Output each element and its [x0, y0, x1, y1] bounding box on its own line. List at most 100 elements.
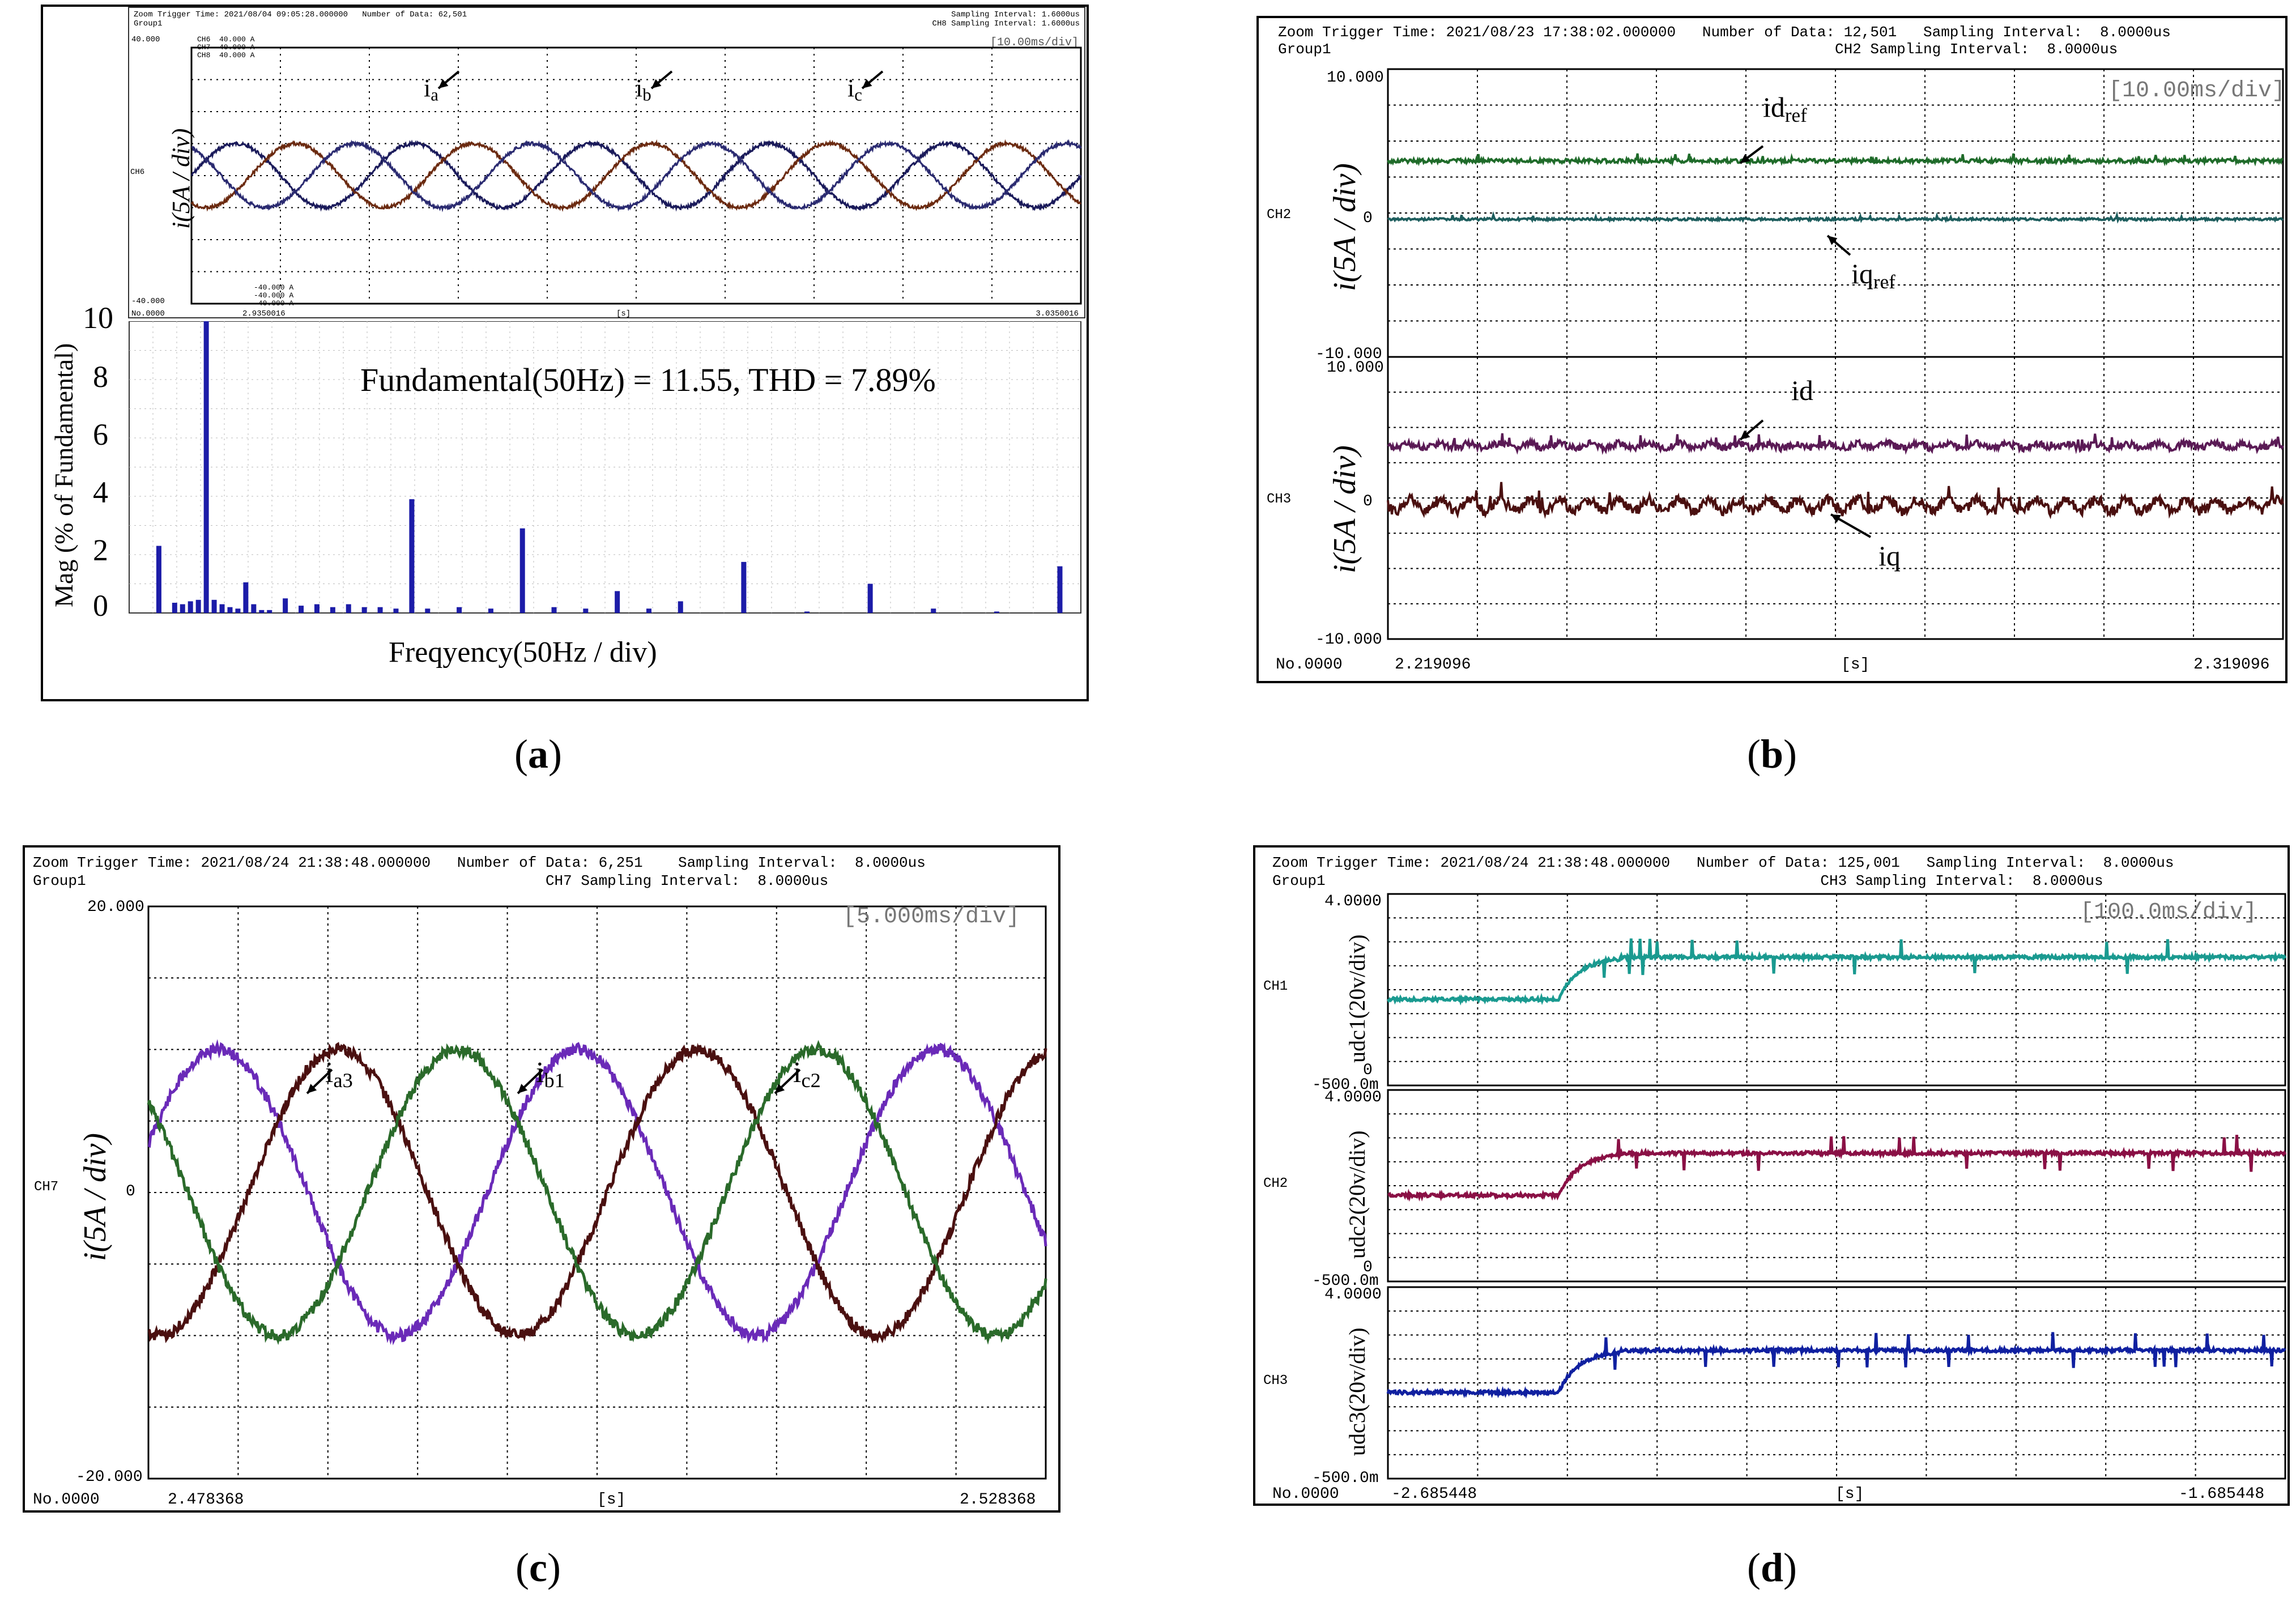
panel-b-arrow-id-head: [1740, 430, 1750, 440]
panel-a-fft-bar: [259, 610, 265, 613]
panel-c-zero: 0: [126, 1183, 135, 1200]
panel-a-label-ia-sub: a: [431, 85, 438, 105]
panel-a-arrow-ia-head: [438, 79, 449, 88]
panel-a-fft-bar: [156, 546, 161, 613]
panel-c-arrow-a3-head: [307, 1084, 317, 1093]
panel-a-fft-bar: [457, 607, 462, 613]
panel-a-header-line2: Group1: [134, 19, 163, 28]
panel-a-fft-bar: [211, 599, 217, 613]
caption-a-letter: a: [528, 731, 548, 777]
panel-a-fft-ylabel: Mag (% of Fundamental): [49, 343, 78, 607]
panel-b-top-ymax: 10.000: [1327, 69, 1384, 87]
panel-c-ch: CH7: [34, 1179, 59, 1195]
panel-b-svg: [1387, 68, 2284, 640]
panel-a-ymax: 40.000: [131, 35, 160, 44]
panel-b-top-ymin: -10.000: [1315, 346, 1382, 363]
panel-c-label-b1: ib1: [536, 1056, 565, 1092]
panel-a-trace-ic: [191, 139, 1082, 212]
panel-b-timebase: [10.00ms/div]: [2108, 78, 2286, 104]
panel-a-ymin: -40.000: [131, 297, 165, 306]
panel-a-ytick-8: 8: [93, 360, 108, 394]
panel-a-fft-bar: [583, 608, 589, 613]
panel-a-sampling2: CH8 Sampling Interval: 1.6000us: [932, 19, 1080, 28]
panel-b-x-start: 2.219096: [1395, 656, 1471, 674]
panel-a-label-ic-sub: c: [854, 85, 862, 105]
panel-d-ymin-2: -500.0m: [1312, 1272, 1379, 1290]
panel-a-ytick-4: 4: [93, 475, 108, 509]
panel-c-svg: [147, 905, 1047, 1480]
panel-c-header-line2: Group1 CH7 Sampling Interval: 8.0000us: [33, 872, 829, 889]
panel-a-label-ib-i: i: [636, 74, 643, 102]
panel-a-fft-bar: [488, 608, 493, 613]
panel-a-fft-bar: [251, 604, 257, 613]
panel-d-ymax-1: 4.0000: [1324, 893, 1382, 910]
panel-a-no: No.0000: [131, 309, 165, 318]
panel-d-no: No.0000: [1272, 1485, 1339, 1503]
panel-b-label-idref: idref: [1763, 91, 1807, 127]
panel-a-fft-bar: [361, 607, 367, 613]
panel-c-timebase: [5.000ms/div]: [843, 904, 1020, 930]
panel-a-fft-bar: [346, 604, 351, 613]
panel-d-svg: [1386, 893, 2287, 1480]
panel-d-ch2: CH2: [1263, 1176, 1288, 1191]
panel-b-x-unit: [s]: [1841, 656, 1870, 674]
panel-b-bot-zero: 0: [1363, 493, 1373, 510]
panel-d-ch3: CH3: [1263, 1373, 1288, 1389]
panel-a-ytick-2: 2: [93, 533, 108, 567]
panel-d: Zoom Trigger Time: 2021/08/24 21:38:48.0…: [1253, 845, 2290, 1506]
panel-c-label-a3-sub: a3: [333, 1069, 353, 1092]
panel-b-bot-ymax: 10.000: [1327, 359, 1384, 377]
panel-b-top-zero: 0: [1363, 210, 1373, 227]
panel-a-x-end: 3.0350016: [1036, 309, 1079, 318]
panel-c-trace-ib1: [148, 1042, 1047, 1344]
panel-a-fft-bar: [219, 604, 225, 613]
panel-d-trace-udc2: [1387, 1135, 2287, 1202]
panel-a-fft-xlabel: Freqyency(50Hz / div): [389, 636, 657, 668]
panel-b-trace-idref: [1387, 153, 2284, 167]
panel-a-ytick-6: 6: [93, 418, 108, 452]
panel-b-label-iqref-main: iq: [1851, 258, 1873, 289]
panel-a-ch8-top: CH8 40.000 A: [197, 51, 255, 59]
panel-c-label-b1-i: i: [536, 1057, 544, 1089]
panel-d-x-unit: [s]: [1835, 1485, 1864, 1503]
panel-c-header-line1: Zoom Trigger Time: 2021/08/24 21:38:48.0…: [33, 854, 926, 871]
panel-a-fft-bar: [243, 582, 249, 613]
panel-a-ch7-bot: -40.000 A: [254, 291, 294, 300]
panel-d-header-line1: Zoom Trigger Time: 2021/08/24 21:38:48.0…: [1272, 854, 2174, 871]
panel-b-label-iq: iq: [1878, 540, 1901, 572]
panel-b-bot-ymin: -10.000: [1315, 631, 1382, 649]
panel-b-label-iqref: iqref: [1851, 257, 1895, 293]
panel-a-fft-bar: [195, 599, 201, 613]
panel-c-no: No.0000: [33, 1491, 100, 1509]
panel-c-x-end: 2.528368: [960, 1491, 1036, 1509]
panel-b-arrow-iqref-head: [1828, 236, 1838, 245]
panel-a-sampling1: Sampling Interval: 1.6000us: [951, 10, 1080, 19]
panel-a-trace-ia: [191, 139, 1082, 212]
panel-b-header-line2: Group1 CH2 Sampling Interval: 8.0000us: [1278, 41, 2118, 58]
panel-a-x-start: 2.9350016: [242, 309, 286, 318]
panel-a: Zoom Trigger Time: 2021/08/04 09:05:28.0…: [41, 5, 1089, 701]
panel-a-fft-bar: [804, 611, 810, 613]
panel-a-fft-bar: [330, 607, 335, 613]
panel-c-arrow-c2-head: [775, 1084, 785, 1093]
panel-a-ch-label: CH6: [130, 168, 145, 177]
panel-c-ymax: 20.000: [87, 898, 144, 916]
panel-a-fft-bar: [409, 499, 415, 613]
caption-c: (c): [516, 1545, 561, 1590]
panel-b-trace-iq: [1387, 482, 2284, 519]
panel-b-arrow-idref-head: [1740, 154, 1750, 163]
panel-c-arrow-b1-head: [518, 1084, 528, 1093]
caption-b-letter: b: [1760, 731, 1784, 777]
panel-a-fft-bar: [994, 611, 999, 613]
panel-b-label-idref-sub: ref: [1784, 104, 1807, 126]
panel-a-x-unit: [s]: [616, 309, 631, 318]
panel-c-label-a3-i: i: [325, 1057, 334, 1089]
panel-d-timebase: [100.0ms/div]: [2080, 900, 2257, 925]
panel-a-label-ic: ic: [847, 74, 862, 105]
panel-d-ch1: CH1: [1263, 979, 1288, 994]
caption-d-letter: d: [1760, 1545, 1784, 1590]
panel-b-label-idref-main: id: [1763, 91, 1785, 123]
panel-d-ymin-3: -500.0m: [1312, 1470, 1379, 1487]
panel-c-label-c2-sub: c2: [801, 1069, 821, 1092]
panel-a-ch6-top: CH6 40.000 A: [197, 35, 255, 44]
